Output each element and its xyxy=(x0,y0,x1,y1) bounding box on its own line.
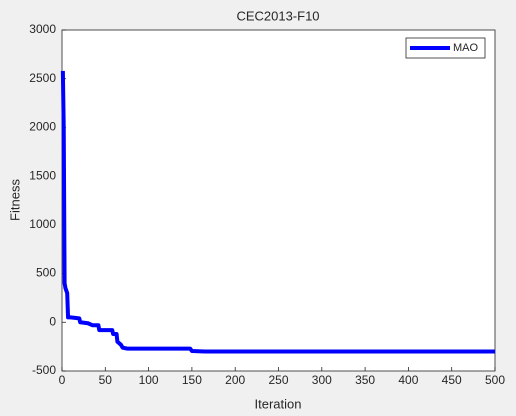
y-tick-label: 3000 xyxy=(29,22,56,36)
x-tick-label: 0 xyxy=(59,373,66,387)
x-tick-label: 100 xyxy=(139,373,159,387)
x-tick-label: 500 xyxy=(485,373,505,387)
plot-area xyxy=(61,29,496,372)
y-tick-label: 2000 xyxy=(29,120,56,134)
y-tick-label: 0 xyxy=(49,314,56,328)
x-tick-label: 150 xyxy=(182,373,202,387)
y-tick-label: 1000 xyxy=(29,217,56,231)
chart-title: CEC2013-F10 xyxy=(236,8,319,23)
x-axis-label: Iteration xyxy=(255,396,302,411)
y-tick-label: 2500 xyxy=(29,71,56,85)
x-tick-label: 450 xyxy=(442,373,462,387)
x-tick-label: 300 xyxy=(312,373,332,387)
y-tick-label: 1500 xyxy=(29,168,56,182)
x-tick-label: 400 xyxy=(398,373,418,387)
x-tick-label: 250 xyxy=(268,373,288,387)
x-tick-label: 350 xyxy=(355,373,375,387)
line xyxy=(60,70,495,354)
y-tick-label: -500 xyxy=(32,363,56,377)
y-axis-label: Fitness xyxy=(7,179,22,221)
y-tick-label: 500 xyxy=(36,266,56,280)
x-tick-label: 200 xyxy=(225,373,245,387)
x-tick-label: 50 xyxy=(99,373,113,387)
legend-label: MAO xyxy=(453,42,479,54)
